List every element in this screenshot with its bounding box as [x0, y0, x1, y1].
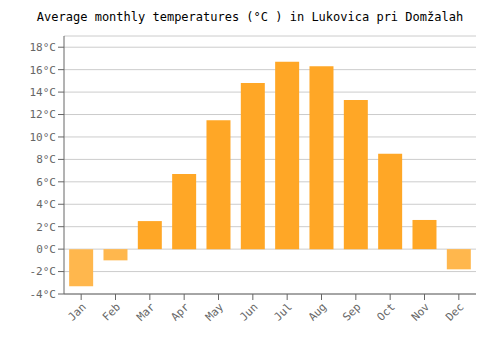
- svg-text:Aug: Aug: [306, 300, 329, 323]
- svg-text:12°C: 12°C: [30, 108, 57, 121]
- svg-text:Sep: Sep: [340, 300, 363, 323]
- svg-text:6°C: 6°C: [36, 176, 56, 189]
- svg-text:14°C: 14°C: [30, 86, 57, 99]
- svg-text:10°C: 10°C: [30, 131, 57, 144]
- svg-text:18°C: 18°C: [30, 41, 57, 54]
- svg-text:8°C: 8°C: [36, 153, 56, 166]
- svg-text:Feb: Feb: [100, 300, 123, 323]
- svg-text:2°C: 2°C: [36, 221, 56, 234]
- svg-text:16°C: 16°C: [30, 64, 57, 77]
- svg-text:Oct: Oct: [375, 300, 398, 323]
- svg-text:-2°C: -2°C: [30, 265, 57, 278]
- svg-text:Jan: Jan: [66, 300, 89, 323]
- svg-text:-4°C: -4°C: [30, 288, 57, 301]
- svg-text:0°C: 0°C: [36, 243, 56, 256]
- svg-text:Apr: Apr: [169, 300, 193, 324]
- html-text:Average monthly temperatures (: Average monthly temperatures (°C ) in Lu…: [36, 10, 464, 24]
- svg-text:Dec: Dec: [443, 300, 466, 323]
- svg-text:Nov: Nov: [409, 300, 433, 324]
- svg-text:May: May: [203, 300, 227, 324]
- svg-text:Jun: Jun: [237, 300, 260, 323]
- svg-text:Jul: Jul: [272, 300, 295, 323]
- svg-text:4°C: 4°C: [36, 198, 56, 211]
- svg-text:Mar: Mar: [134, 300, 158, 324]
